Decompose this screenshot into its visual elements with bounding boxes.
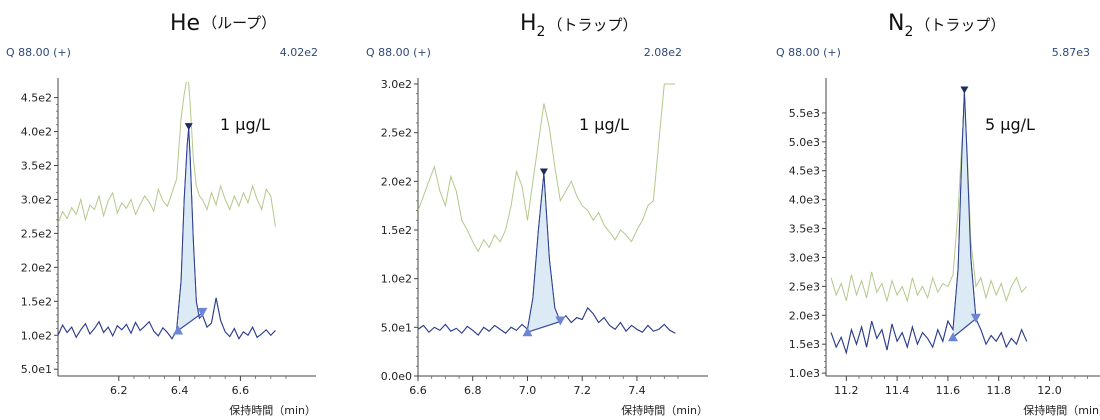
peak-apex-marker xyxy=(184,123,193,131)
reference-trace-line xyxy=(58,82,276,227)
x-tick-label: 6.4 xyxy=(171,384,189,397)
concentration-annotation: 1 μg/L xyxy=(220,115,270,134)
peak-apex-marker xyxy=(539,168,548,176)
x-tick-label: 6.6 xyxy=(409,384,427,397)
y-tick-label: 4.5e3 xyxy=(789,165,820,178)
y-tick-label: 1.5e2 xyxy=(21,295,52,308)
panel-title-mode: （トラップ） xyxy=(915,16,1005,34)
y-tick-label: 2.5e2 xyxy=(21,227,52,240)
chart-panel-3: N2 （トラップ） Q 88.00 (+) 5.87e3 1.0e3 1.5e3 2.0e3… xyxy=(776,11,1100,417)
y-tick-label: 2.0e2 xyxy=(381,175,412,188)
panel-title-subscript: 2 xyxy=(537,24,546,40)
y-tick-label: 4.0e3 xyxy=(789,194,820,207)
x-tick-label: 7.2 xyxy=(573,384,591,397)
panel-title-element: H xyxy=(520,11,537,36)
y-tick-label: 4.0e2 xyxy=(21,126,52,139)
peak-end-marker xyxy=(970,313,981,323)
y-tick-label: 1.0e2 xyxy=(21,329,52,342)
x-axis-label: 保持時間（min） xyxy=(229,403,316,417)
x-tick-label: 7.0 xyxy=(519,384,537,397)
panel-title-subscript: 2 xyxy=(904,24,913,40)
y-tick-label: 5.0e1 xyxy=(381,321,412,334)
y-tick-label: 3.0e2 xyxy=(381,78,412,91)
max-intensity-label: 4.02e2 xyxy=(280,46,318,59)
x-tick-label: 6.2 xyxy=(110,384,128,397)
y-tick-label: 5.5e3 xyxy=(789,107,820,120)
panel-title: He （ループ） xyxy=(170,11,276,36)
y-tick-label: 3.0e2 xyxy=(21,193,52,206)
y-tick-label: 1.0e2 xyxy=(381,273,412,286)
y-tick-label: 4.5e2 xyxy=(21,92,52,105)
chart-panel-2: H2 （トラップ） Q 88.00 (+) 2.08e2 0.0e0 5.0e1 1.0e2… xyxy=(366,11,708,417)
panel-title-mode: （トラップ） xyxy=(547,16,637,34)
y-tick-label: 5.0e1 xyxy=(21,363,52,376)
ion-label: Q 88.00 (+) xyxy=(6,46,71,59)
panel-title-mode: （ループ） xyxy=(202,14,276,32)
panel-title: H2 （トラップ） xyxy=(520,11,637,40)
panel-title-element: N xyxy=(888,11,904,36)
x-tick-label: 11.2 xyxy=(834,384,859,397)
y-tick-label: 0.0e0 xyxy=(381,370,412,383)
x-tick-label: 12.0 xyxy=(1037,384,1062,397)
y-tick-label: 2.5e2 xyxy=(381,127,412,140)
y-tick-label: 1.0e3 xyxy=(789,367,820,380)
y-tick-label: 2.0e3 xyxy=(789,309,820,322)
sample-trace-overlay xyxy=(418,173,676,336)
x-tick-label: 11.8 xyxy=(986,384,1011,397)
y-tick-label: 3.5e2 xyxy=(21,159,52,172)
peak-baseline xyxy=(527,320,561,333)
peak-start-marker xyxy=(948,332,958,342)
ion-label: Q 88.00 (+) xyxy=(776,46,841,59)
peak-start-marker xyxy=(522,327,533,337)
peak-end-marker xyxy=(197,307,208,317)
y-tick-label: 2.0e2 xyxy=(21,261,52,274)
panel-title: N2 （トラップ） xyxy=(888,11,1005,40)
y-tick-label: 2.5e3 xyxy=(789,280,820,293)
concentration-annotation: 1 μg/L xyxy=(579,115,629,134)
x-tick-label: 11.6 xyxy=(936,384,961,397)
peak-area xyxy=(527,173,561,333)
max-intensity-label: 5.87e3 xyxy=(1052,46,1090,59)
chart-panel-1: He （ループ） Q 88.00 (+) 4.02e2 5.0e1 1.0e2 1.5e2 2… xyxy=(6,11,318,417)
max-intensity-label: 2.08e2 xyxy=(644,46,682,59)
peak-end-marker xyxy=(555,316,566,326)
y-tick-label: 1.5e2 xyxy=(381,224,412,237)
x-tick-label: 6.6 xyxy=(232,384,250,397)
concentration-annotation: 5 μg/L xyxy=(985,115,1035,134)
x-axis-label: 保持時間（min） xyxy=(621,403,708,417)
peak-start-marker xyxy=(173,325,184,335)
y-tick-label: 3.5e3 xyxy=(789,223,820,236)
x-tick-label: 7.4 xyxy=(628,384,646,397)
panel-title-element: He xyxy=(170,11,200,36)
y-tick-label: 3.0e3 xyxy=(789,251,820,264)
peak-area xyxy=(953,91,976,338)
sample-trace-line xyxy=(58,128,276,340)
sample-trace-overlay xyxy=(58,128,276,340)
y-tick-label: 1.5e3 xyxy=(789,338,820,351)
peak-apex-marker xyxy=(960,86,969,94)
peak-baseline xyxy=(952,318,977,338)
reference-trace-line xyxy=(830,107,1028,303)
sample-trace-overlay xyxy=(830,91,1028,355)
x-axis-label: 保持時間（min） xyxy=(1023,403,1100,417)
peak-area xyxy=(178,128,203,331)
y-tick-label: 5.0e3 xyxy=(789,136,820,149)
peak-baseline xyxy=(177,312,203,331)
ion-label: Q 88.00 (+) xyxy=(366,46,431,59)
reference-trace-line xyxy=(418,83,676,253)
x-tick-label: 6.8 xyxy=(464,384,482,397)
x-tick-label: 11.4 xyxy=(885,384,910,397)
